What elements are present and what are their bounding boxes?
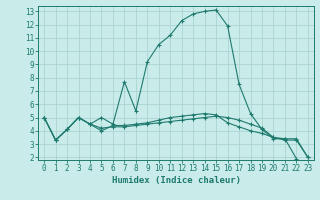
X-axis label: Humidex (Indice chaleur): Humidex (Indice chaleur) [111, 176, 241, 185]
